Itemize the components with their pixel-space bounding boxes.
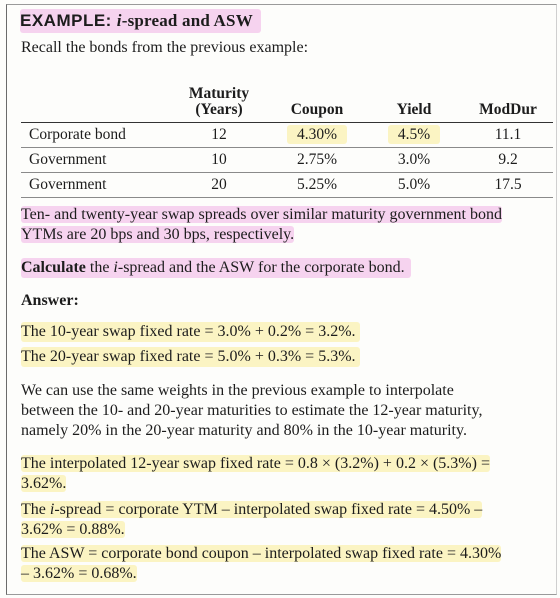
table-row: Government 20 5.25% 5.0% 17.5 [21,172,553,198]
table-row: Government 10 2.75% 3.0% 9.2 [21,147,553,173]
weights-text: We can use the same weights in the previ… [21,382,483,439]
corporate-yield: 4.5% [387,125,441,144]
task-text: Calculate the i-spread and the ASW for t… [21,258,411,278]
header-maturity: Maturity (Years) [188,85,250,118]
swap20-text: The 20-year swap fixed rate = 5.0% + 0.3… [21,347,360,367]
header-yield: Yield [396,101,432,118]
bond-table: Maturity (Years) Coupon Yield ModDur Corp… [21,78,553,198]
swap10-text: The 10-year swap fixed rate = 3.0% + 0.2… [21,322,360,342]
header-coupon: Coupon [290,101,344,118]
spread-text: Ten- and twenty-year swap spreads over s… [21,206,502,243]
table-row: Corporate bond 12 4.30% 4.5% 11.1 [21,122,553,148]
ispread-text: The i-spread = corporate YTM – interpola… [21,501,483,538]
answer-label: Answer: [21,292,79,309]
interp-text: The interpolated 12-year swap fixed rate… [21,455,490,492]
header-blank [21,78,169,123]
corporate-coupon: 4.30% [286,125,348,144]
intro-text: Recall the bonds from the previous examp… [21,39,309,56]
example-box [6,4,557,595]
header-moddur: ModDur [479,101,537,118]
asw-text: The ASW = corporate bond coupon – interp… [21,545,502,582]
example-title: EXAMPLE: i-spread and ASW [20,9,261,33]
